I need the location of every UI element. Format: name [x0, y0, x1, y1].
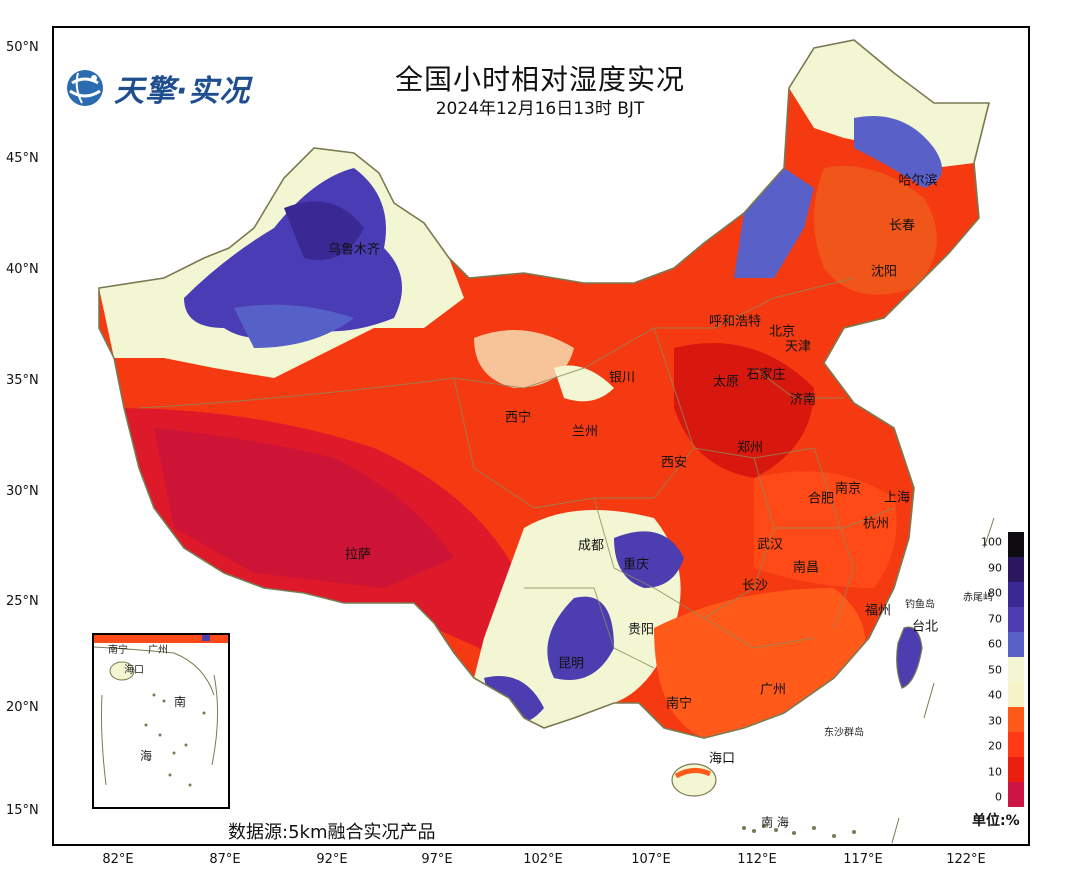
legend-tick-label: 50 [988, 663, 1002, 676]
legend-tick-label: 70 [988, 612, 1002, 625]
lat-label: 15°N [6, 803, 39, 818]
unit-label: 单位:% [972, 813, 1020, 829]
lat-label: 35°N [6, 373, 39, 388]
lon-label: 122°E [946, 852, 986, 867]
legend-tick-label: 60 [988, 637, 1002, 651]
inset-map [94, 635, 228, 787]
city-label-beijing: 北京 [768, 324, 796, 340]
city-label-chengdu: 成都 [577, 538, 605, 554]
inset-label-nan: 南 [174, 695, 187, 709]
lat-label: 40°N [6, 262, 39, 277]
logo: 天擎·实况 [64, 66, 250, 110]
legend-tick-label: 40 [988, 688, 1002, 702]
city-label-changchun: 长春 [888, 218, 916, 234]
place-label-nanhai: 南 海 [761, 815, 789, 830]
city-label-lanzhou: 兰州 [571, 424, 599, 440]
city-label-xian: 西安 [660, 455, 688, 471]
lat-label: 30°N [6, 484, 39, 499]
legend-tick-label: 20 [988, 739, 1002, 753]
city-label-kunming: 昆明 [557, 656, 585, 672]
legend-tick-label: 80 [988, 586, 1002, 600]
legend-tick-label: 0 [995, 790, 1002, 804]
legend-tick-label: 90 [988, 561, 1002, 574]
lon-label: 97°E [421, 852, 453, 867]
lon-label: 117°E [843, 852, 883, 867]
city-label-zhengzhou: 郑州 [736, 440, 764, 456]
lon-label: 107°E [631, 852, 671, 867]
lon-label: 87°E [209, 852, 241, 867]
legend-swatch [1008, 657, 1024, 682]
legend-swatch [1008, 632, 1024, 657]
city-label-harbin: 哈尔滨 [898, 173, 938, 189]
inset-label-haikou: 海口 [124, 665, 144, 676]
city-label-fuzhou: 福州 [864, 603, 892, 619]
lon-label: 82°E [102, 852, 134, 867]
city-label-hangzhou: 杭州 [862, 516, 890, 532]
inset-label-nanning: 南宁 [108, 645, 128, 656]
city-label-nanning: 南宁 [665, 696, 693, 712]
city-label-haikou: 海口 [708, 751, 736, 767]
city-label-shenyang: 沈阳 [870, 264, 898, 280]
color-legend: 100 90 80 70 60 50 40 30 20 10 0 [981, 532, 1024, 807]
south-china-sea-inset: 南宁 广州 海口 南 海 [92, 633, 230, 809]
place-label-chiwei: 赤尾屿 [963, 592, 993, 604]
place-label-dongsha: 东沙群岛 [824, 727, 864, 739]
maritime-boundary [891, 517, 995, 844]
legend-swatch [1008, 607, 1024, 632]
legend-swatch [1008, 707, 1024, 732]
city-label-shijiazhuang: 石家庄 [746, 367, 786, 383]
country-border [98, 39, 991, 739]
map-subtitle: 2024年12月16日13时 BJT [435, 99, 645, 119]
city-label-guangzhou: 广州 [759, 682, 787, 698]
legend-tick-label: 10 [988, 765, 1002, 778]
place-label-diaoyu: 钓鱼岛 [905, 599, 935, 611]
city-label-shanghai: 上海 [883, 490, 911, 506]
city-label-lhasa: 拉萨 [344, 547, 372, 563]
city-label-chongqing: 重庆 [622, 557, 650, 573]
globe-icon [67, 70, 103, 106]
city-label-urumqi: 乌鲁木齐 [327, 242, 381, 258]
city-label-xining: 西宁 [504, 410, 532, 426]
city-label-taipei: 台北 [911, 619, 939, 635]
city-label-taiyuan: 太原 [712, 374, 740, 390]
city-label-changsha: 长沙 [741, 578, 769, 594]
map-title: 全国小时相对湿度实况 [394, 63, 685, 96]
map-frame [52, 26, 1030, 846]
data-source: 数据源:5km融合实况产品 [228, 822, 436, 843]
lat-label: 50°N [6, 40, 39, 55]
city-label-guiyang: 贵阳 [627, 622, 655, 638]
south-sea-islands [742, 824, 856, 838]
lat-label: 25°N [6, 594, 39, 609]
lon-label: 102°E [523, 852, 563, 867]
province-borders [138, 277, 895, 669]
inset-label-hai: 海 [140, 749, 153, 763]
lat-label: 45°N [6, 151, 39, 166]
china-humidity-map [98, 39, 995, 844]
city-label-nanjing: 南京 [834, 481, 862, 497]
city-label-wuhan: 武汉 [756, 537, 784, 553]
logo-text: 天擎·实况 [114, 74, 251, 109]
lon-label: 112°E [737, 852, 777, 867]
lon-label: 92°E [316, 852, 348, 867]
city-label-jinan: 济南 [789, 392, 817, 408]
lat-label: 20°N [6, 700, 39, 715]
city-label-nanchang: 南昌 [792, 560, 820, 576]
taiwan-island [896, 626, 923, 689]
legend-swatch [1008, 732, 1024, 757]
legend-swatch [1008, 782, 1024, 807]
legend-tick-label: 100 [981, 535, 1002, 549]
inset-label-guangzhou: 广州 [148, 645, 168, 656]
legend-tick-label: 30 [988, 714, 1002, 727]
legend-swatch [1008, 582, 1024, 607]
city-label-yinchuan: 银川 [608, 370, 636, 386]
legend-swatch [1008, 532, 1024, 557]
city-label-hohhot: 呼和浩特 [708, 314, 762, 330]
city-label-hefei: 合肥 [807, 491, 835, 507]
legend-swatch [1008, 682, 1024, 707]
legend-swatch [1008, 757, 1024, 782]
city-label-tianjin: 天津 [784, 339, 812, 355]
legend-swatch [1008, 557, 1024, 582]
